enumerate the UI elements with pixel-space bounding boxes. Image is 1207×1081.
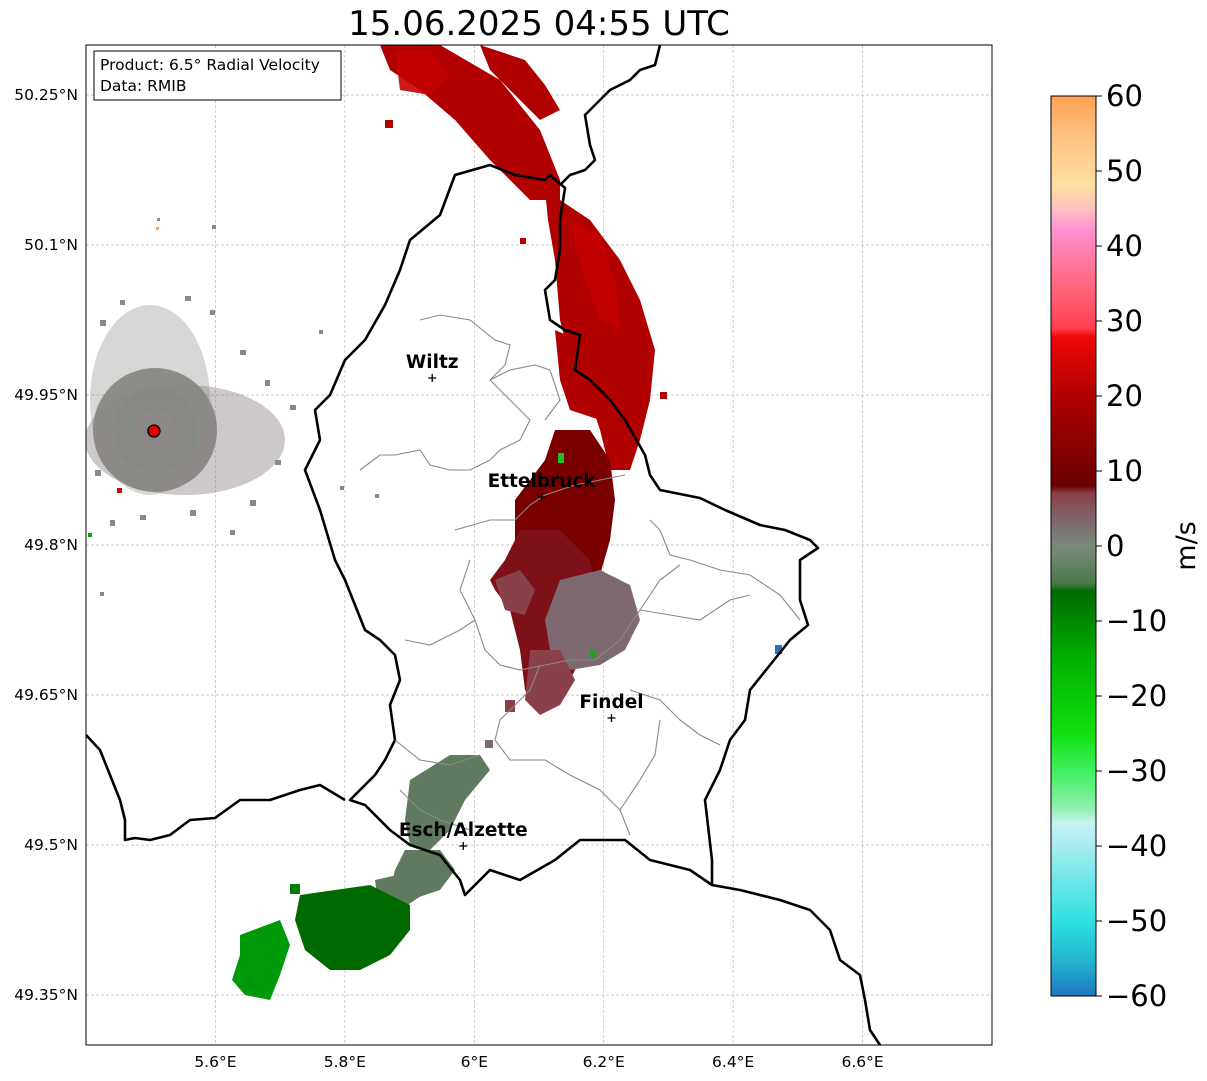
lon-tick-label: 6°E [461, 1053, 488, 1071]
colorbar-scale [1050, 95, 1097, 997]
lon-tick-label: 6.4°E [712, 1053, 754, 1071]
ground-clutter [86, 218, 379, 596]
colorbar-tick-label: 0 [1106, 529, 1124, 563]
colorbar-tick-label: −40 [1106, 829, 1167, 863]
lat-tick-label: 50.1°N [24, 236, 78, 254]
lat-tick-label: 49.65°N [14, 686, 78, 704]
city-ettelbruck: Ettelbruck [488, 471, 597, 501]
lon-tick-label: 6.6°E [841, 1053, 883, 1071]
map-frame [85, 44, 993, 1046]
city-wiltz: Wiltz [406, 352, 459, 382]
city-esch-alzette: Esch/Alzette [399, 820, 528, 850]
colorbar-tick-label: 20 [1106, 379, 1143, 413]
colorbar-tick-label: −30 [1106, 754, 1167, 788]
lat-tick-label: 49.35°N [14, 986, 78, 1004]
colorbar-tick-label: −10 [1106, 604, 1167, 638]
city-label: Findel [579, 692, 643, 713]
inbound-core-central [485, 430, 640, 748]
colorbar-tick-label: −60 [1106, 979, 1167, 1013]
country-borders [86, 45, 882, 1045]
colorbar-tick-label: 40 [1106, 229, 1143, 263]
outbound-band-south [232, 645, 782, 1000]
product-infobox: Product: 6.5° Radial Velocity Data: RMIB [93, 50, 342, 101]
canton-boundaries [359, 314, 801, 836]
radar-echoes [86, 45, 782, 1000]
city-label: Wiltz [406, 352, 459, 373]
lat-tick-label: 49.95°N [14, 386, 78, 404]
colorbar-unit-label: m/s [1171, 521, 1202, 570]
city-label: Esch/Alzette [399, 820, 528, 841]
lat-tick-label: 49.5°N [24, 836, 78, 854]
colorbar-tick-label: 50 [1106, 154, 1143, 188]
colorbar-tick-label: 30 [1106, 304, 1143, 338]
lon-tick-label: 6.2°E [583, 1053, 625, 1071]
latitude-axis: 50.25°N 50.1°N 49.95°N 49.8°N 49.65°N 49.5°N 4… [14, 86, 78, 1004]
lat-tick-label: 49.8°N [24, 536, 78, 554]
radar-site-icon [147, 424, 161, 438]
colorbar-tick-label: −50 [1106, 904, 1167, 938]
product-label: Product: 6.5° Radial Velocity [100, 56, 320, 74]
lat-tick-label: 50.25°N [14, 86, 78, 104]
city-label: Ettelbruck [488, 471, 597, 492]
map-title: 15.06.2025 04:55 UTC [348, 4, 730, 44]
city-markers: Wiltz Ettelbruck Findel Esch/Alzette [399, 352, 644, 850]
colorbar: 60 50 40 30 20 10 0 −10 −20 −30 −40 −50 −60 m/s [1050, 79, 1202, 1013]
longitude-axis: 5.6°E 5.8°E 6°E 6.2°E 6.4°E 6.6°E [194, 1053, 883, 1071]
colorbar-tick-label: −20 [1106, 679, 1167, 713]
colorbar-tick-label: 60 [1106, 79, 1143, 113]
data-source-label: Data: RMIB [100, 77, 187, 95]
radar-site [147, 424, 161, 438]
lon-tick-label: 5.8°E [324, 1053, 366, 1071]
colorbar-tick-label: 10 [1106, 454, 1143, 488]
city-findel: Findel [579, 692, 644, 722]
lon-tick-label: 5.6°E [194, 1053, 236, 1071]
